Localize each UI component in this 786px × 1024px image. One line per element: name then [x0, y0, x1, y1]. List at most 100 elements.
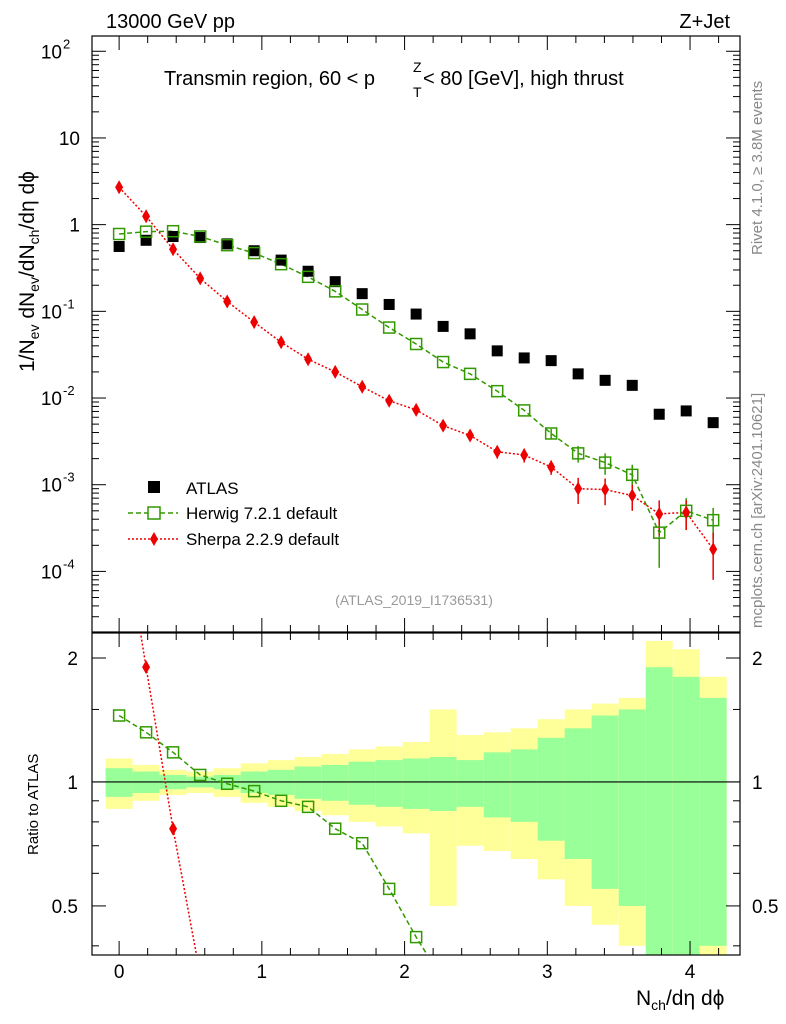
- y-ratio-tick-label: 2: [67, 649, 78, 670]
- y-ratio-tick-label: 0.5: [52, 897, 78, 918]
- atlas-point: [221, 238, 233, 250]
- y-tick-exponent: -4: [63, 556, 75, 571]
- band-inner-bin: [510, 749, 538, 822]
- atlas-point: [491, 345, 503, 357]
- atlas-point: [329, 276, 341, 288]
- sherpa-point: [223, 294, 232, 309]
- main-series: [112, 180, 720, 580]
- herwig-point: [220, 238, 234, 252]
- atlas-point: [275, 254, 287, 266]
- atlas-point: [437, 320, 449, 332]
- y-tick-label: 10: [41, 562, 62, 583]
- band-inner-bin: [645, 667, 673, 955]
- herwig-ratio-point: [328, 822, 342, 835]
- herwig-ratio-point: [112, 709, 126, 722]
- herwig-point: [382, 321, 396, 334]
- y-tick-label: 10: [41, 389, 62, 410]
- y-ratio-tick-label-right: 0.5: [752, 897, 778, 918]
- sherpa-point: [655, 506, 664, 521]
- plot-title-pre: Transmin region, 60 < p: [164, 68, 375, 90]
- herwig-point: [571, 447, 585, 460]
- herwig-point: [328, 285, 342, 298]
- sherpa-point: [439, 418, 448, 433]
- legend-marker-herwig: [147, 506, 161, 520]
- band-inner-bin: [537, 737, 565, 841]
- sherpa-point: [574, 481, 583, 496]
- legend-entry-herwig: Herwig 7.2.1 default: [128, 504, 337, 523]
- band-inner-bin: [564, 728, 592, 859]
- y-tick-exponent: -3: [63, 470, 75, 485]
- ratio-uncertainty-bands: [92, 640, 740, 955]
- herwig-ratio-point: [274, 794, 288, 808]
- herwig-point: [706, 513, 720, 527]
- x-tick-label: 3: [542, 962, 553, 983]
- ratio-panel-frame: [91, 632, 741, 956]
- atlas-point: [464, 328, 476, 340]
- herwig-ratio-point: [355, 836, 369, 850]
- herwig-ratio-point: [166, 746, 180, 759]
- herwig-point: [166, 224, 180, 238]
- legend-entry-sherpa: Sherpa 2.2.9 default: [128, 530, 339, 549]
- atlas-point: [518, 352, 530, 364]
- atlas-point: [653, 408, 665, 420]
- atlas-point: [626, 379, 638, 391]
- sherpa-point: [466, 428, 475, 443]
- band-inner-bin: [321, 764, 349, 801]
- sherpa-ratio-point: [169, 821, 178, 836]
- atlas-point: [248, 245, 260, 257]
- sherpa-point: [385, 393, 394, 408]
- sherpa-point: [493, 444, 502, 459]
- plot-title-post: < 80 [GeV], high thrust: [423, 68, 624, 90]
- legend-label-herwig: Herwig 7.2.1 default: [186, 504, 337, 523]
- sherpa-point: [115, 180, 124, 195]
- band-inner-bin: [429, 756, 457, 812]
- sherpa-point: [709, 542, 718, 557]
- y-main-axis-label: 1/Nev dNev/dNch/dη dϕ: [16, 171, 42, 372]
- sherpa-point: [358, 379, 367, 394]
- band-inner-bin: [456, 760, 484, 807]
- band-inner-bin: [294, 766, 322, 799]
- herwig-ratio-point: [409, 930, 423, 944]
- herwig-ratio-point: [193, 768, 207, 782]
- ratio-series: [112, 633, 449, 986]
- legend-label-sherpa: Sherpa 2.2.9 default: [186, 530, 339, 549]
- plot-title-sup: Z: [413, 59, 422, 75]
- sherpa-point: [277, 335, 286, 350]
- herwig-point: [112, 227, 126, 241]
- atlas-point: [410, 308, 422, 320]
- herwig-point: [598, 456, 612, 469]
- process-label: Z+Jet: [679, 11, 730, 33]
- legend-marker-sherpa: [150, 532, 158, 546]
- herwig-point: [652, 526, 666, 539]
- atlas-point: [140, 234, 152, 246]
- herwig-ratio-point: [247, 784, 261, 798]
- herwig-ratio-point: [139, 726, 153, 739]
- herwig-point: [490, 384, 504, 398]
- herwig-ratio-point: [438, 975, 449, 986]
- analysis-id: (ATLAS_2019_I1736531): [335, 592, 493, 608]
- sherpa-point: [547, 460, 556, 475]
- x-tick-label: 4: [685, 962, 696, 983]
- sherpa-ratio-line: [139, 633, 198, 955]
- atlas-point: [572, 368, 584, 380]
- band-inner-bin: [672, 676, 700, 955]
- herwig-point: [544, 427, 558, 440]
- y-ratio-axis-ticks: 0.5 0.5 1 1 2 2: [52, 649, 778, 947]
- band-inner-bin: [402, 758, 430, 809]
- band-inner-bin: [375, 760, 403, 807]
- x-axis-ticks: 0 1 2 3 4: [114, 36, 720, 983]
- sherpa-point: [304, 352, 313, 367]
- band-inner-bin: [699, 697, 727, 946]
- y-ratio-tick-label: 1: [67, 773, 78, 794]
- x-tick-label: 1: [257, 962, 268, 983]
- y-ratio-tick-label-right: 2: [752, 649, 763, 670]
- main-panel-frame: [91, 35, 741, 633]
- energy-label: 13000 GeV pp: [106, 11, 235, 33]
- herwig-point: [409, 337, 423, 351]
- herwig-point: [301, 270, 315, 284]
- y-tick-label: 10: [41, 476, 62, 497]
- x-tick-label: 2: [399, 962, 410, 983]
- band-inner-bin: [483, 752, 511, 818]
- y-ratio-axis-label: Ratio to ATLAS: [25, 754, 42, 855]
- band-inner-bin: [591, 715, 619, 889]
